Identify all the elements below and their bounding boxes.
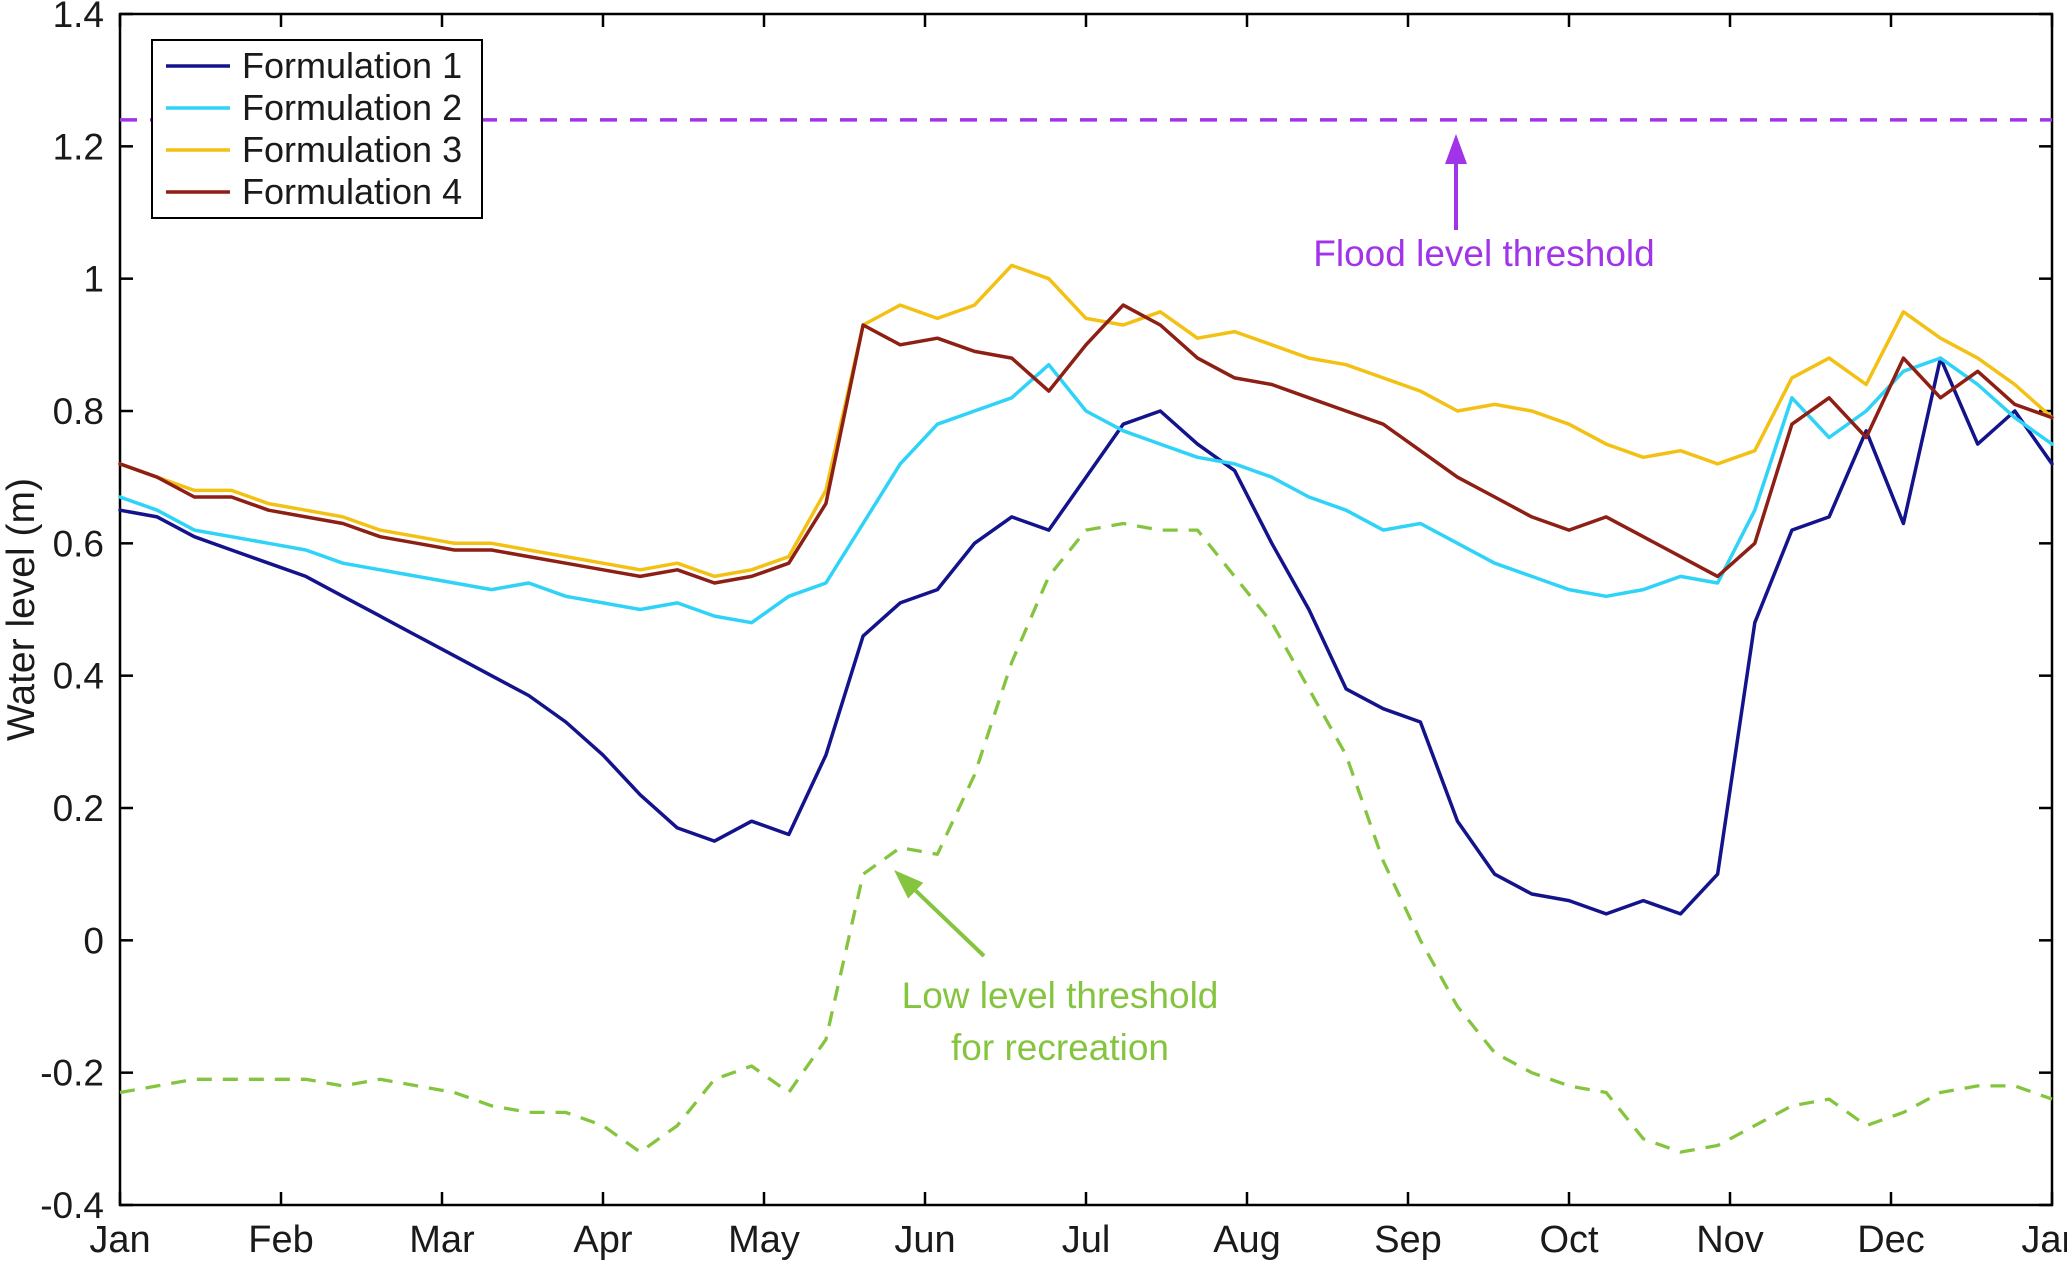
low-annotation-text: for recreation: [951, 1027, 1169, 1068]
legend-label-4: Formulation 4: [242, 171, 462, 212]
y-tick-label: 0: [83, 920, 104, 961]
flood-annotation-text: Flood level threshold: [1313, 233, 1654, 274]
low-annotation-text: Low level threshold: [902, 975, 1219, 1016]
y-tick-label: -0.2: [40, 1053, 104, 1094]
y-tick-label: 0.6: [53, 523, 104, 564]
legend-label-1: Formulation 1: [242, 45, 462, 86]
low-arrow-shaft: [914, 889, 986, 958]
y-tick-label: -0.4: [40, 1185, 104, 1226]
x-tick-label: Nov: [1696, 1219, 1764, 1261]
x-tick-label: Dec: [1857, 1219, 1925, 1261]
low-annotation: Low level threshold for recreation: [894, 870, 1218, 1068]
y-tick-label: 1.4: [53, 0, 104, 35]
legend-label-3: Formulation 3: [242, 129, 462, 170]
y-tick-label: 0.2: [53, 788, 104, 829]
x-tick-label: Jan: [89, 1219, 150, 1261]
x-tick-label: Oct: [1539, 1219, 1599, 1261]
y-tick-label: 0.4: [53, 656, 104, 697]
legend-label-2: Formulation 2: [242, 87, 462, 128]
y-tick-label: 0.8: [53, 391, 104, 432]
formulation-2-line: [118, 356, 2054, 625]
formulation-3-line: [118, 263, 2054, 579]
x-tick-label: Jul: [1062, 1219, 1111, 1261]
low-threshold-line: [119, 521, 2053, 1154]
y-tick-label: 1.2: [53, 126, 104, 167]
x-tick-label: Sep: [1374, 1219, 1442, 1261]
x-tick-label: Jun: [894, 1219, 955, 1261]
legend-box: [151, 39, 483, 219]
x-tick-label: May: [728, 1219, 800, 1261]
formulation-1-line: [118, 356, 2054, 916]
y-tick-label: 1: [83, 259, 104, 300]
flood-arrow-head: [1445, 134, 1467, 164]
x-tick-label: Feb: [248, 1219, 313, 1261]
x-tick-label: Apr: [573, 1219, 632, 1261]
x-tick-label: Mar: [409, 1219, 475, 1261]
x-tick-label: Aug: [1213, 1219, 1281, 1261]
formulation-4-line: [118, 303, 2054, 585]
x-tick-label: Jan: [2021, 1219, 2067, 1261]
low-arrow-head: [894, 870, 924, 899]
flood-annotation: Flood level threshold: [1313, 134, 1655, 274]
y-axis-title: Water level (m): [0, 478, 43, 741]
